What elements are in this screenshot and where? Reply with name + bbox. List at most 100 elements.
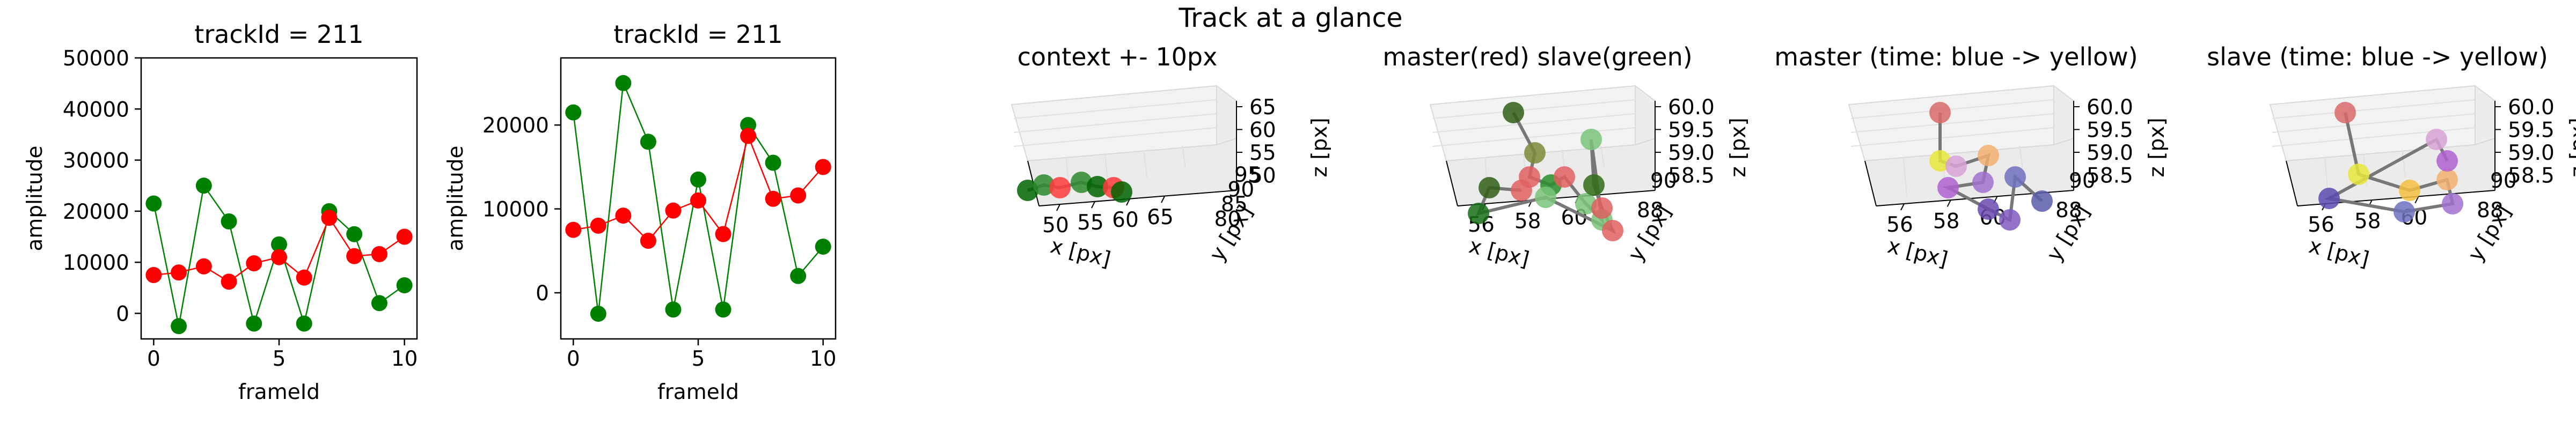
grid-line	[1600, 145, 1605, 168]
data-point	[2436, 150, 2458, 172]
data-point	[640, 232, 656, 249]
data-point	[690, 171, 706, 188]
y-tick-label: 90	[1228, 178, 1255, 202]
data-point	[2394, 201, 2415, 223]
y-tick-label: 90	[1650, 169, 1677, 193]
z-axis-label: z [px]	[1308, 117, 1332, 177]
z-axis-label: z [px]	[1726, 117, 1751, 177]
data-point	[396, 228, 413, 245]
data-point	[296, 315, 312, 332]
z-tick-label: 50	[1249, 164, 1276, 188]
3d-panel-4: slave (time: blue -> yellow) 58.559.059.5…	[2207, 42, 2576, 272]
data-point	[396, 277, 413, 293]
data-point	[1087, 176, 1108, 197]
data-point	[1583, 174, 1605, 196]
y-tick-label: 88	[1637, 198, 1664, 223]
z-tick-label: 60	[1249, 119, 1276, 143]
grid-line	[1013, 113, 1217, 133]
z-tick-label: 60.0	[2087, 95, 2133, 120]
x-tick-label: 60	[1112, 208, 1139, 232]
z-tick-label: 65	[1249, 95, 1276, 120]
data-point	[2436, 169, 2458, 190]
series-line-2	[573, 134, 824, 242]
data-point	[790, 187, 807, 204]
z-tick-label: 59.0	[1668, 141, 1715, 165]
x-tick-mark	[1091, 201, 1095, 209]
data-point	[221, 273, 237, 290]
x-tick-label: 58	[2354, 209, 2381, 233]
x-tick-mark	[1161, 196, 1165, 203]
y-tick-label: 0	[536, 282, 549, 306]
data-point	[1580, 129, 1602, 150]
grid-line	[2272, 99, 2476, 119]
data-point	[690, 192, 706, 209]
data-point	[1575, 193, 1597, 214]
z-tick-label: 59.0	[2508, 141, 2555, 165]
figure-suptitle: Track at a glance	[1178, 3, 1402, 33]
y-tick-label: 30000	[63, 149, 129, 173]
x-tick-mark	[1900, 203, 1905, 211]
x-tick-label: 58	[1514, 209, 1541, 233]
data-point	[1511, 180, 1532, 201]
pane-back	[2053, 84, 2074, 146]
grid-line	[1432, 99, 1636, 119]
x-axis-label: x [px]	[1467, 234, 1532, 272]
y-tick-label: 40000	[63, 98, 129, 122]
data-point	[2004, 166, 2026, 188]
data-point	[2318, 188, 2340, 209]
x-tick-label: 56	[1886, 213, 1913, 237]
y-axis-label: amplitude	[444, 145, 468, 251]
x-axis-label: x [px]	[2307, 234, 2372, 272]
data-point	[195, 177, 212, 194]
pane-back	[1216, 84, 1237, 146]
y-tick-label: 80	[1214, 208, 1241, 232]
grid-line	[1850, 127, 2054, 147]
data-point	[615, 208, 632, 224]
y-tick-label: 20000	[63, 200, 129, 224]
x-tick-label: 55	[1077, 211, 1104, 235]
data-point	[2334, 102, 2356, 123]
data-point	[665, 202, 682, 219]
data-point	[1049, 177, 1071, 198]
data-point	[1978, 145, 1999, 166]
x-tick-label: 0	[147, 347, 160, 371]
z-tick-label: 59.5	[2087, 119, 2133, 143]
data-point	[1111, 181, 1132, 203]
3d-panel-3: master (time: blue -> yellow) 58.559.059.…	[1774, 42, 2169, 272]
plot-frame	[140, 57, 418, 340]
grid-line	[1850, 99, 2054, 119]
grid-line	[1013, 127, 1217, 147]
data-point	[590, 217, 606, 234]
data-point	[1945, 156, 1967, 177]
x-axis-line	[1446, 160, 1458, 206]
y-tick-label: 10000	[63, 251, 129, 275]
y-tick-label: 88	[2055, 198, 2082, 223]
chart-title: master (time: blue -> yellow)	[1774, 42, 2138, 71]
data-point	[815, 238, 831, 255]
data-point	[271, 249, 287, 265]
data-point	[2031, 190, 2053, 212]
x-tick-mark	[1056, 204, 1060, 211]
data-point	[665, 301, 682, 318]
data-point	[145, 267, 162, 283]
data-point	[221, 213, 237, 230]
x-tick-label: 56	[2308, 213, 2334, 237]
x-axis-label: x [px]	[1885, 234, 1950, 272]
y-tick-label: 20000	[482, 114, 549, 138]
grid-line	[2272, 113, 2476, 133]
data-point	[1591, 197, 1613, 219]
data-point	[1978, 198, 1999, 220]
z-tick-label: 59.5	[1668, 119, 1715, 143]
grid-line	[1903, 157, 1907, 197]
z-tick-label: 59.5	[2508, 119, 2555, 143]
chart-title: master(red) slave(green)	[1382, 42, 1692, 71]
z-axis-label: z [px]	[2566, 117, 2576, 177]
data-point	[246, 255, 262, 271]
x-tick-label: 5	[692, 347, 705, 371]
data-point	[765, 190, 781, 207]
data-point	[1033, 174, 1055, 196]
grid-line	[1432, 113, 1636, 133]
grid-line	[1182, 145, 1186, 168]
data-point	[271, 236, 287, 253]
